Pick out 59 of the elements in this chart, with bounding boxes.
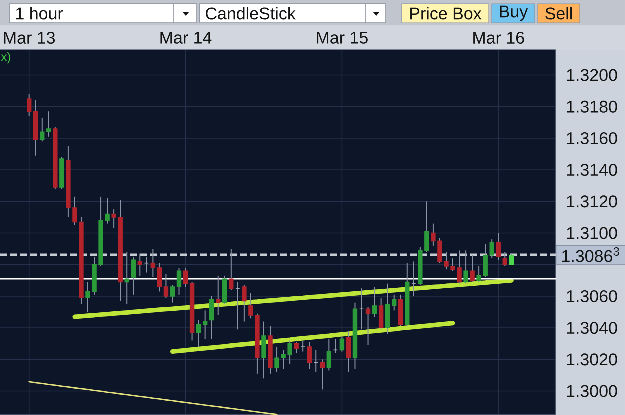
text: Buy <box>500 6 528 22</box>
candlestick <box>490 239 494 260</box>
y-tick-label: 1.3060 <box>567 290 618 303</box>
text: Sell <box>546 7 572 20</box>
candlestick <box>509 253 514 266</box>
candlestick <box>131 256 136 296</box>
candlestick <box>392 294 397 312</box>
candlestick <box>40 117 45 142</box>
text: x) <box>1 52 10 64</box>
candlestick <box>320 359 326 390</box>
candlestick <box>157 262 162 292</box>
y-tick-label: 1.3180 <box>567 100 618 113</box>
candlestick <box>464 250 468 284</box>
candlestick <box>262 321 266 380</box>
candlestick <box>502 252 508 267</box>
candlestick <box>346 330 352 373</box>
text: Price Box <box>410 7 482 20</box>
candlestick <box>196 320 202 348</box>
y-tick-label: 1.3160 <box>567 132 618 144</box>
y-tick-label: 1.3120 <box>567 196 618 208</box>
y-tick-label: 1.3200 <box>567 69 618 82</box>
text: CandleStick <box>206 7 296 20</box>
candlestick <box>138 253 142 276</box>
y-tick-label: 1.3100 <box>567 227 618 240</box>
candlestick <box>150 248 156 278</box>
candlestick <box>229 248 234 291</box>
x-tick-label: Mar 16 <box>474 32 524 44</box>
line-series <box>28 381 278 415</box>
candlestick <box>307 342 312 370</box>
y-tick-label: 1.3140 <box>567 164 618 176</box>
candlestick <box>124 252 130 305</box>
candlestick <box>170 284 176 304</box>
candlestick <box>202 310 208 340</box>
candlestick <box>326 338 332 372</box>
y-tick-label: 1.3000 <box>567 385 618 398</box>
candlestick <box>470 254 475 283</box>
candlestick <box>496 232 501 261</box>
candlestick <box>216 275 221 316</box>
text: 1 hour <box>16 7 64 20</box>
candlestick <box>385 283 390 335</box>
candlestick <box>183 268 188 288</box>
x-tick-label: Mar 13 <box>4 32 56 44</box>
candlestick <box>209 296 214 340</box>
candlestick <box>378 298 384 330</box>
candlestick <box>222 275 228 305</box>
x-tick-label: Mar 14 <box>160 32 212 44</box>
candlestick <box>164 274 169 299</box>
candlestick <box>294 342 299 354</box>
candlestick <box>242 284 247 322</box>
y-tick-label: 1.3020 <box>567 354 618 366</box>
candlestick <box>176 268 182 296</box>
candlestick <box>340 335 345 352</box>
candlestick <box>366 307 371 346</box>
candlestick <box>372 286 378 318</box>
x-tick-label: Mar 15 <box>317 32 368 44</box>
candlestick <box>46 111 52 138</box>
y-tick-label: 1.3040 <box>567 322 618 334</box>
candlestick <box>26 94 32 117</box>
ref-line-label: 1.3086$^{3}$ <box>562 248 620 262</box>
